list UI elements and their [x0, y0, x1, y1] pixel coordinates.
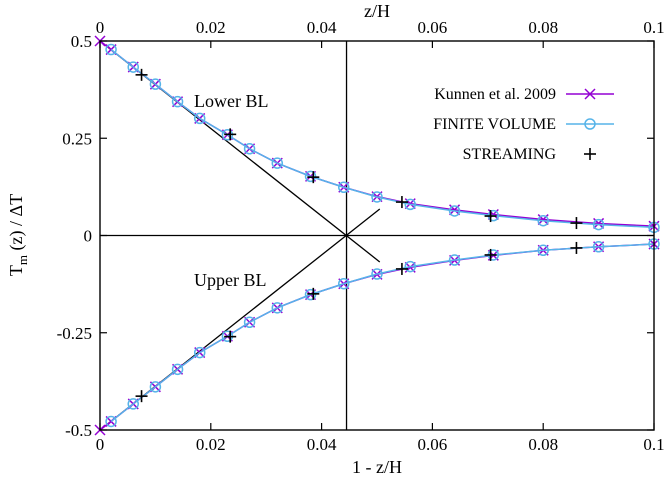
legend-label: Kunnen et al. 2009	[434, 86, 556, 103]
plus-marker-point	[224, 330, 237, 343]
y-tick-label: 0	[84, 227, 93, 246]
reference-lines	[99, 40, 654, 431]
circle-marker-point	[371, 268, 383, 280]
plus-marker-point	[484, 210, 497, 223]
x-marker-point	[584, 88, 596, 100]
circle-marker-point	[404, 198, 416, 211]
circle-marker-point	[127, 398, 139, 410]
x-tick-label-top: 0.1	[643, 18, 664, 37]
circle-marker-point	[149, 381, 162, 393]
plus-marker-point	[307, 171, 320, 184]
y-axis-title: Tm (z) / ΔT	[6, 194, 30, 276]
plus-marker-point	[135, 68, 148, 81]
series-line	[110, 243, 655, 423]
circle-marker-point	[584, 118, 596, 130]
x-axis-title-bottom: 1 - z/H	[352, 457, 402, 477]
circle-marker-point	[338, 277, 350, 290]
x-tick-label-top: 0.06	[418, 18, 448, 37]
x-marker-stroke	[584, 88, 596, 100]
x-tick-label-top: 0.08	[528, 18, 558, 37]
circle-marker-point	[243, 143, 256, 155]
x-tick-label-bottom: 0	[96, 435, 105, 454]
plus-marker-point	[484, 248, 497, 261]
plus-marker-point	[135, 390, 148, 403]
tick-layer: 0 0 0.02 0.02 0.04 0.04 0.06 0.06 0.08 0.08 0.1 0.1…	[57, 18, 665, 454]
circle-marker-point	[448, 205, 461, 217]
legend: Kunnen et al. 2009 FINITE VOLUME STREAMING	[433, 86, 614, 163]
circle-marker-point	[243, 316, 256, 328]
plus-marker-point	[307, 287, 320, 300]
plus-marker-point	[584, 148, 596, 160]
x-tick-label-bottom: 0.08	[528, 435, 558, 454]
circle-marker-point	[193, 112, 206, 125]
series-3	[105, 238, 660, 428]
x-tick-label-bottom: 0.06	[418, 435, 448, 454]
circle-marker-point	[592, 218, 605, 231]
circle-marker-point	[105, 415, 117, 428]
series-line	[110, 48, 655, 229]
y-tick-label: 0.25	[62, 129, 92, 148]
circle-marker-point	[127, 61, 139, 73]
circle-marker-point	[149, 78, 162, 90]
circle-marker-point	[105, 43, 117, 56]
circle-marker-point	[371, 191, 383, 203]
circle-marker-point	[171, 95, 184, 108]
legend-label: STREAMING	[463, 146, 557, 163]
legend-label: FINITE VOLUME	[433, 116, 556, 133]
x-tick-label-top: 0	[96, 18, 105, 37]
x-tick-label-top: 0.02	[196, 18, 226, 37]
circle-marker-point	[537, 214, 549, 227]
circle-marker-point	[592, 241, 605, 253]
series-2	[105, 43, 660, 234]
y-tick-label: -0.5	[65, 421, 92, 440]
circle-marker-point	[404, 260, 416, 273]
circle-marker-point	[171, 363, 184, 376]
series-4	[135, 68, 583, 403]
y-axis-title-main: T	[6, 265, 26, 276]
series-layer	[94, 35, 660, 436]
annotation-upper-bl: Upper BL	[194, 270, 266, 290]
series-line	[99, 243, 655, 431]
circle-marker-point	[193, 346, 206, 359]
y-tick-label: -0.25	[57, 324, 92, 343]
y-tick-label: 0.5	[71, 32, 92, 51]
annotation-lower-bl: Lower BL	[194, 91, 268, 111]
circle-marker-point	[271, 157, 284, 169]
circle-marker-point	[271, 302, 284, 314]
plus-marker-point	[395, 196, 408, 209]
x-tick-label-top: 0.04	[307, 18, 337, 37]
circle-marker-point	[448, 254, 461, 266]
plus-marker-point	[395, 262, 408, 275]
x-tick-label-bottom: 0.02	[196, 435, 226, 454]
series-line	[99, 40, 655, 227]
circle-marker-point	[338, 181, 350, 194]
plus-marker-point	[570, 241, 583, 254]
y-axis-title-sub: m	[15, 255, 30, 265]
circle-marker-point	[537, 244, 549, 257]
plus-marker-point	[224, 128, 237, 141]
x-tick-label-bottom: 0.04	[307, 435, 337, 454]
x-axis-title-top: z/H	[364, 1, 390, 21]
x-tick-label-bottom: 0.1	[643, 435, 664, 454]
plus-marker-point	[570, 217, 583, 230]
y-axis-title-rest: (z) / ΔT	[6, 194, 27, 255]
